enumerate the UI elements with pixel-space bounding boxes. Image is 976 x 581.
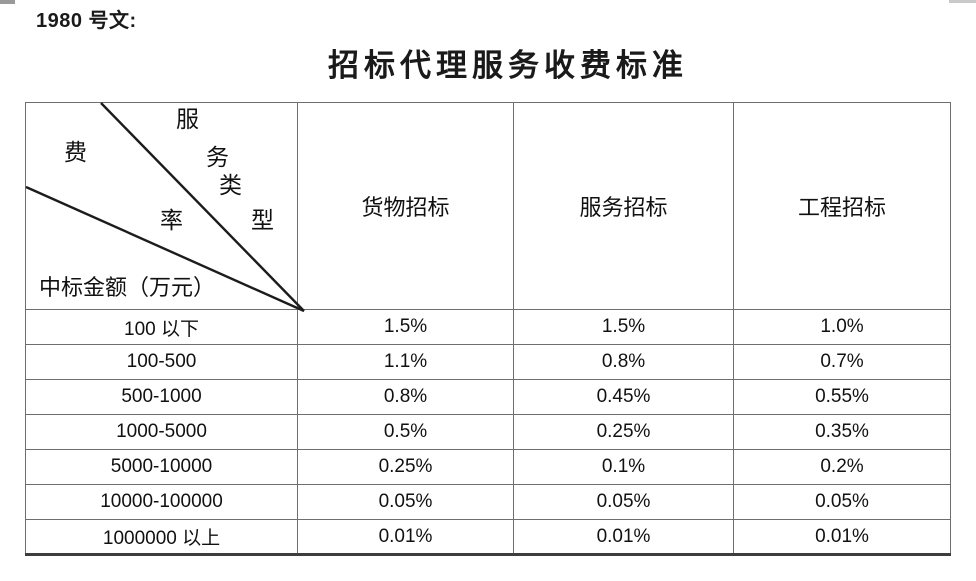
corner-label-amount: 中标金额（万元） [39, 275, 216, 300]
page-edge-artifact-right [949, 0, 976, 3]
doc-number: 1980 号文: [36, 10, 137, 32]
rate-cell: 0.35% [733, 414, 951, 450]
table-row: 1000-5000 0.5% 0.25% 0.35% [25, 414, 951, 450]
diagonal-divider-lines [25, 102, 305, 313]
rate-cell: 1.5% [297, 309, 514, 345]
corner-label-fee-rate-char1: 费 [64, 140, 87, 165]
rate-cell: 0.45% [513, 379, 734, 415]
rate-cell: 0.25% [297, 449, 514, 485]
rate-cell: 0.05% [733, 484, 951, 520]
amount-range-cell: 100-500 [25, 344, 298, 380]
corner-label-service-type-char1: 服 [176, 107, 199, 132]
rate-cell: 1.5% [513, 309, 734, 345]
fee-table-body: 100 以下 1.5% 1.5% 1.0% 100-500 1.1% 0.8% 0.7% 500… [25, 309, 951, 555]
rate-cell: 0.1% [513, 449, 734, 485]
table-row: 500-1000 0.8% 0.45% 0.55% [25, 379, 951, 415]
table-row: 100-500 1.1% 0.8% 0.7% [25, 344, 951, 380]
table-row: 1000000 以上 0.01% 0.01% 0.01% [25, 519, 951, 555]
amount-range-cell: 500-1000 [25, 379, 298, 415]
rate-cell: 0.01% [297, 519, 514, 555]
rate-cell: 0.25% [513, 414, 734, 450]
rate-cell: 0.8% [297, 379, 514, 415]
corner-label-service-type-char3: 类 [219, 173, 242, 198]
table-header-row: 服 务 类 型 费 率 中标金额（万元） 货物招标 服务招标 工程招标 [25, 102, 951, 313]
column-header-engineering-bidding: 工程招标 [733, 102, 951, 310]
rate-cell: 0.8% [513, 344, 734, 380]
rate-cell: 0.05% [513, 484, 734, 520]
rate-cell: 1.0% [733, 309, 951, 345]
page-title: 招标代理服务收费标准 [328, 48, 688, 83]
rate-cell: 0.01% [733, 519, 951, 555]
amount-range-cell: 100 以下 [25, 309, 298, 345]
rate-cell: 0.7% [733, 344, 951, 380]
table-row: 100 以下 1.5% 1.5% 1.0% [25, 309, 951, 345]
column-header-goods-bidding: 货物招标 [297, 102, 514, 310]
rate-cell: 0.05% [297, 484, 514, 520]
column-header-service-bidding: 服务招标 [513, 102, 734, 310]
rate-cell: 0.2% [733, 449, 951, 485]
rate-cell: 0.5% [297, 414, 514, 450]
amount-range-cell: 1000000 以上 [25, 519, 298, 555]
corner-label-service-type-char4: 型 [251, 208, 274, 233]
amount-range-cell: 1000-5000 [25, 414, 298, 450]
table-row: 5000-10000 0.25% 0.1% 0.2% [25, 449, 951, 485]
corner-label-fee-rate-char2: 率 [160, 208, 183, 233]
rate-cell: 1.1% [297, 344, 514, 380]
fee-table: 服 务 类 型 费 率 中标金额（万元） 货物招标 服务招标 工程招标 100 … [25, 102, 951, 556]
rate-cell: 0.55% [733, 379, 951, 415]
corner-label-service-type-char2: 务 [206, 145, 229, 170]
table-row: 10000-100000 0.05% 0.05% 0.05% [25, 484, 951, 520]
table-corner-cell: 服 务 类 型 费 率 中标金额（万元） [25, 102, 305, 313]
amount-range-cell: 5000-10000 [25, 449, 298, 485]
page-edge-artifact-left [0, 0, 15, 4]
amount-range-cell: 10000-100000 [25, 484, 298, 520]
rate-cell: 0.01% [513, 519, 734, 555]
